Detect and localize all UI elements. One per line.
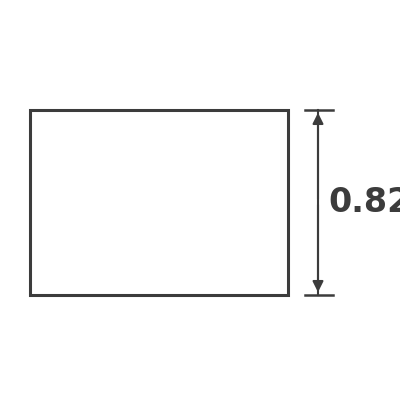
Text: 0.82: 0.82 bbox=[328, 186, 400, 218]
Bar bbox=[30, 110, 288, 295]
